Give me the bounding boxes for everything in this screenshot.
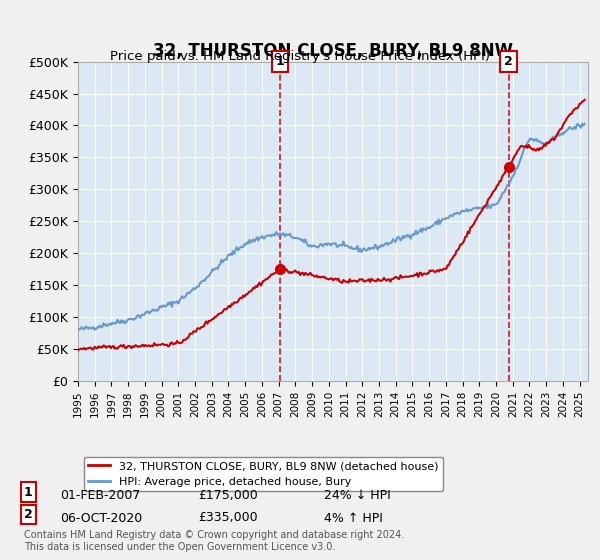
Text: 4% ↑ HPI: 4% ↑ HPI: [324, 511, 383, 525]
Text: 2: 2: [504, 55, 513, 68]
Text: Price paid vs. HM Land Registry's House Price Index (HPI): Price paid vs. HM Land Registry's House …: [110, 50, 490, 63]
Text: 01-FEB-2007: 01-FEB-2007: [60, 489, 140, 502]
Text: 24% ↓ HPI: 24% ↓ HPI: [324, 489, 391, 502]
Legend: 32, THURSTON CLOSE, BURY, BL9 8NW (detached house), HPI: Average price, detached: 32, THURSTON CLOSE, BURY, BL9 8NW (detac…: [83, 456, 443, 491]
Title: 32, THURSTON CLOSE, BURY, BL9 8NW: 32, THURSTON CLOSE, BURY, BL9 8NW: [153, 42, 513, 60]
Text: 06-OCT-2020: 06-OCT-2020: [60, 511, 142, 525]
Text: £335,000: £335,000: [198, 511, 257, 525]
Text: Contains HM Land Registry data © Crown copyright and database right 2024.
This d: Contains HM Land Registry data © Crown c…: [24, 530, 404, 552]
Text: 2: 2: [24, 508, 33, 521]
Text: £175,000: £175,000: [198, 489, 258, 502]
Text: 1: 1: [24, 486, 33, 498]
Text: 1: 1: [275, 55, 284, 68]
